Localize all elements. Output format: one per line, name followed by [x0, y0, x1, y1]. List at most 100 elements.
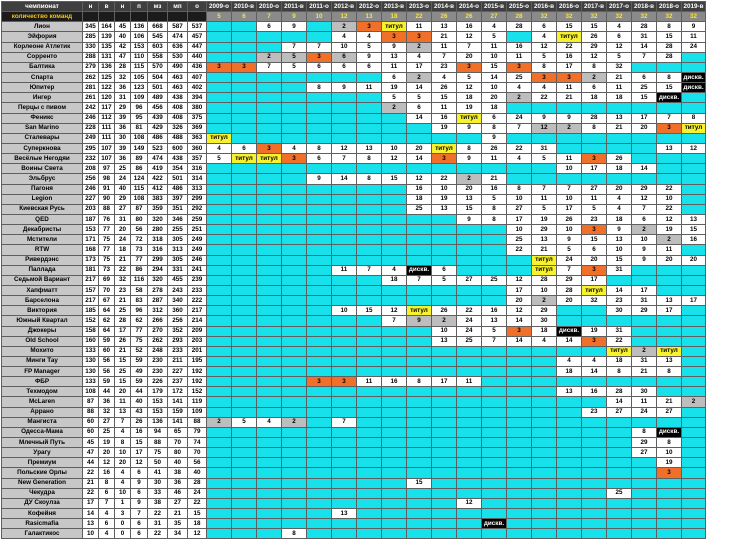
team-stat: 187	[82, 213, 99, 226]
team-count-label: количество команд	[1, 11, 83, 23]
season-result	[431, 477, 457, 489]
season-result	[256, 528, 282, 540]
header-season: 2010-о	[256, 0, 282, 13]
season-result	[456, 406, 482, 418]
season-result: 13	[431, 203, 457, 215]
season-result	[231, 92, 257, 104]
season-result	[281, 264, 307, 276]
season-result: 18	[556, 366, 582, 378]
season-result	[381, 457, 407, 469]
team-stat: 21	[114, 254, 131, 266]
season-result	[206, 82, 232, 94]
season-result	[456, 244, 482, 256]
season-result	[681, 173, 706, 185]
season-result	[406, 467, 432, 479]
team-stat: 419	[147, 163, 168, 175]
season-result	[556, 437, 582, 449]
team-stat: 141	[167, 416, 188, 428]
season-result: 19	[581, 325, 607, 337]
team-row: Польские Орлы 22 16 4 6 41 38 40 3	[1, 467, 706, 479]
season-result	[531, 386, 557, 398]
season-result: 21	[531, 244, 557, 256]
season-result	[256, 386, 282, 398]
team-stat: 320	[147, 274, 168, 286]
team-stat: 195	[187, 355, 207, 368]
season-result: 5	[481, 193, 507, 205]
team-stat: 4	[114, 477, 131, 489]
season-result	[381, 497, 407, 510]
team-row: ДУ Скоулза 17 7 1 9 38 27 22 12	[1, 497, 706, 510]
season-result	[631, 508, 657, 520]
season-result: 8	[356, 173, 382, 185]
season-result: 17	[581, 274, 607, 286]
season-result	[656, 61, 682, 73]
season-result	[481, 234, 507, 246]
season-result	[456, 477, 482, 489]
season-result	[406, 426, 432, 439]
season-result	[506, 376, 532, 388]
season-result	[581, 315, 607, 327]
team-stat: 397	[167, 193, 188, 205]
team-stat: 36	[167, 477, 188, 489]
team-stat: 440	[187, 51, 207, 63]
season-result	[481, 508, 507, 520]
season-result: 6	[331, 51, 357, 63]
season-result	[281, 31, 307, 43]
season-result: 26	[606, 153, 632, 165]
season-result	[281, 92, 307, 104]
team-stat: 109	[187, 406, 207, 418]
team-stat: 305	[167, 234, 188, 246]
team-stat: 44	[82, 457, 99, 469]
team-stat: 422	[147, 173, 168, 185]
season-result	[256, 518, 282, 530]
season-result	[531, 518, 557, 530]
season-result	[331, 203, 357, 215]
season-result	[681, 244, 706, 256]
season-result: 2	[256, 51, 282, 63]
season-result: 17	[581, 163, 607, 175]
team-stat: 455	[167, 274, 188, 286]
season-result	[431, 386, 457, 398]
season-result: 3	[656, 122, 682, 134]
season-result	[406, 457, 432, 469]
team-stat: 4	[98, 528, 115, 540]
team-stat: 246	[187, 254, 207, 266]
season-result: 24	[681, 41, 706, 53]
season-result	[256, 487, 282, 499]
team-stat: 501	[147, 82, 168, 94]
season-result	[431, 528, 457, 540]
season-result: 27	[631, 447, 657, 459]
season-result: 14	[631, 163, 657, 175]
team-stat: 21	[114, 345, 131, 357]
team-stat: 87	[82, 396, 99, 408]
team-stat: 438	[167, 153, 188, 165]
season-result: 6	[256, 21, 282, 33]
season-result	[606, 376, 632, 388]
season-result	[331, 406, 357, 418]
team-stat: 139	[98, 31, 115, 43]
team-stat: 153	[147, 396, 168, 408]
season-result	[431, 345, 457, 357]
season-result	[356, 71, 382, 84]
season-result	[531, 477, 557, 489]
team-row: Феникс 246 112 39 95 439 408 375 14 16 титул 6 24 9 9 2…	[1, 112, 706, 124]
season-result	[506, 528, 532, 540]
season-result: 7	[506, 122, 532, 134]
season-result	[456, 467, 482, 479]
season-result	[406, 213, 432, 226]
season-result	[456, 416, 482, 428]
season-result	[356, 183, 382, 195]
season-result: 3	[656, 467, 682, 479]
season-result: 9	[306, 173, 332, 185]
championship-table: чемпионат н в н п мз мп о 2009-о 2010-в 2010-о 2011…	[1, 0, 706, 540]
team-stat: 153	[130, 41, 148, 53]
season-result: 5	[556, 244, 582, 256]
team-stat: 249	[187, 244, 207, 256]
season-result: 9	[631, 254, 657, 266]
season-result	[231, 51, 257, 63]
team-stat: 88	[187, 416, 207, 428]
season-result	[256, 406, 282, 418]
team-stat: 133	[82, 376, 99, 388]
season-result	[431, 132, 457, 144]
season-result: 8	[481, 213, 507, 226]
